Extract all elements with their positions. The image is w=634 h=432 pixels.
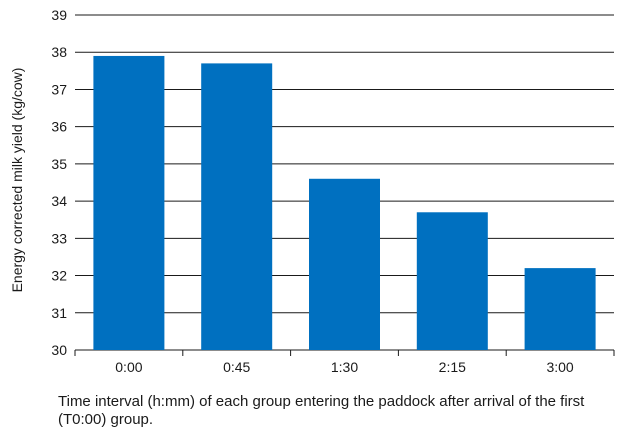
y-tick-label: 32 (51, 268, 67, 284)
y-tick-label: 38 (51, 44, 67, 60)
bar (524, 268, 596, 350)
bar-chart: 0:00 0:45 1:30 2:15 3:00 3031323334353637383… (9, 7, 615, 375)
x-tick-label: 0:45 (223, 359, 250, 375)
y-tick-label: 39 (51, 7, 67, 23)
bar (416, 212, 488, 350)
y-tick-label: 37 (51, 81, 67, 97)
bar (309, 178, 380, 350)
x-tick-label: 2:15 (439, 359, 466, 375)
y-tick-label: 31 (51, 305, 67, 321)
y-tick-label: 30 (51, 342, 67, 358)
bars (93, 55, 596, 351)
y-axis-ticks: 30 31 32 33 34 35 36 37 38 39 (51, 7, 67, 358)
y-tick-label: 34 (51, 193, 67, 209)
bar (201, 63, 273, 351)
y-tick-label: 33 (51, 230, 67, 246)
bar (93, 55, 165, 350)
x-axis: 0:00 0:45 1:30 2:15 3:00 (74, 350, 615, 375)
y-axis-label: Energy corrected milk yield (kg/cow) (9, 68, 25, 293)
x-axis-label: Time interval (h:mm) of each group enter… (58, 393, 585, 428)
y-tick-label: 35 (51, 156, 67, 172)
x-tick-label: 0:00 (115, 359, 142, 375)
x-tick-label: 3:00 (546, 359, 573, 375)
y-tick-label: 36 (51, 119, 67, 135)
x-tick-label: 1:30 (331, 359, 358, 375)
